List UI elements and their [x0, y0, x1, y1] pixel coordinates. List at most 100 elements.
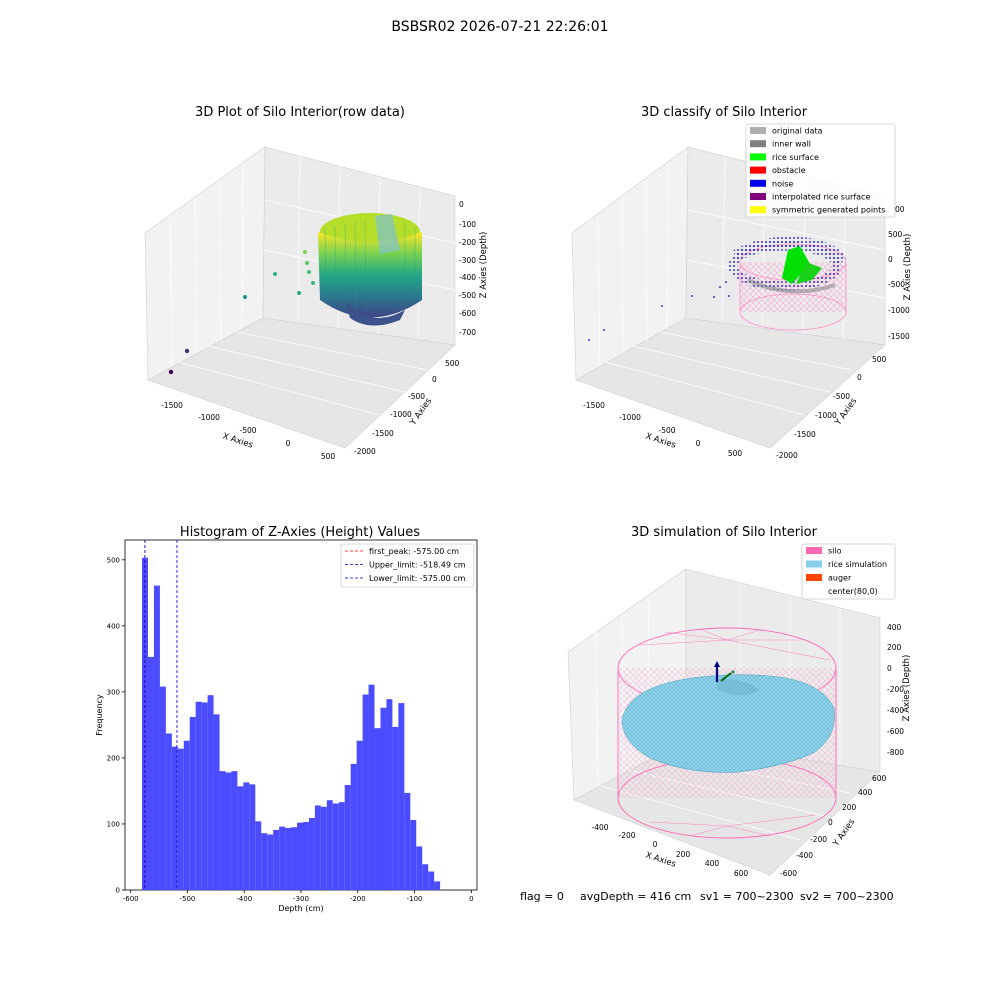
legend-swatch: [750, 166, 766, 174]
legend-swatch: [750, 206, 766, 214]
panel2-zlabel: Z Axies (Depth): [903, 234, 913, 301]
panel2-xtick: 500: [728, 449, 743, 458]
histogram-bar: [302, 821, 309, 890]
panel2-z-ticks: 500 0 -500 -1000 -1500: [888, 230, 910, 341]
panel2-ytick: -1500: [794, 430, 816, 439]
panel1-ztick: -400: [459, 273, 476, 282]
panel4-xlabel: X Axies: [644, 850, 677, 869]
histogram-bar: [398, 703, 405, 890]
panel1-floor-pane: [147, 317, 456, 449]
panel2-xtick: -1500: [583, 401, 605, 410]
histogram-bar: [201, 702, 208, 890]
histogram-ylabel: Frequency: [95, 694, 104, 736]
histogram-bar: [285, 827, 292, 890]
avg-depth-text: avgDepth = 416 cm: [580, 890, 691, 903]
legend-swatch: [806, 547, 822, 554]
legend-swatch: [806, 560, 822, 568]
panel1-ytick: 500: [445, 359, 460, 368]
histogram-bar: [326, 800, 333, 890]
histogram-bar: [177, 748, 184, 890]
histogram-bar: [237, 786, 244, 890]
panel1-ytick: -1000: [390, 410, 412, 419]
panel4-xtick: 200: [676, 850, 691, 859]
panel1-data-points: [168, 213, 422, 375]
panel2-y-ticks: 500 0 -500 -1000 -1500 -2000: [776, 355, 887, 460]
legend-label: rice surface: [772, 153, 819, 162]
panel2-legend: original data inner wall rice surface obsta…: [745, 123, 896, 218]
flag-text: flag = 0: [520, 890, 564, 903]
histogram-bar: [279, 826, 286, 890]
panel1-ztick: -300: [459, 256, 476, 265]
histogram-bar: [416, 846, 423, 890]
histogram-bar: [308, 818, 315, 890]
legend-label: noise: [772, 179, 793, 188]
panel-simulation-3d: 3D simulation of Silo Interior: [567, 525, 912, 878]
legend-label: center(80,0): [828, 587, 878, 596]
panel2-ytick: -2000: [776, 451, 798, 460]
panel-classify-3d: 3D classify of Silo Interior: [571, 105, 913, 460]
panel2-xtick: 0: [696, 439, 701, 448]
histogram-bar: [428, 871, 435, 890]
panel1-xtick: 0: [286, 439, 291, 448]
figure-title: BSBSR02 2026-07-21 22:26:01: [391, 19, 608, 35]
x-tick-label: -400: [236, 895, 252, 903]
x-tick-label: 0: [469, 895, 473, 903]
histogram-bar: [165, 733, 172, 890]
histogram-bar: [249, 784, 256, 890]
panel4-ytick: 200: [842, 803, 857, 812]
panel2-ztick: 0: [888, 255, 893, 264]
histogram-bar: [410, 820, 417, 890]
panel4-xtick: 600: [734, 869, 749, 878]
panel2-title: 3D classify of Silo Interior: [641, 105, 808, 120]
sv1-text: sv1 = 700~2300: [700, 890, 794, 903]
panel1-title: 3D Plot of Silo Interior(row data): [195, 105, 405, 120]
x-tick-label: -100: [407, 895, 423, 903]
histogram-x-ticks: -600 -500 -400 -300 -200 -100 0: [123, 890, 474, 903]
histogram-bar: [374, 728, 381, 890]
panel1-xtick: -500: [239, 426, 256, 435]
panel2-ztick: -1500: [888, 332, 910, 341]
histogram-threshold-lines: [144, 540, 178, 890]
panel4-ytick: 600: [872, 774, 887, 783]
legend-label: Lower_limit: -575.00 cm: [369, 574, 466, 583]
legend-label: obstacle: [772, 166, 806, 175]
histogram-bar: [344, 785, 351, 890]
panel4-title: 3D simulation of Silo Interior: [631, 525, 818, 540]
histogram-bar: [261, 833, 268, 890]
panel4-zlabel: Z Axies (Depth): [902, 655, 912, 722]
panel4-ztick: 200: [887, 643, 902, 652]
histogram-bars: [142, 557, 441, 890]
panel1-z-ticks: 0 -100 -200 -300 -400 -500 -600 -700: [459, 200, 476, 337]
y-tick-label: 0: [116, 887, 120, 895]
panel4-ztick: -600: [887, 727, 904, 736]
panel1-ytick: -1500: [372, 429, 394, 438]
histogram-bar: [219, 771, 226, 890]
panel1-ytick: -2000: [354, 447, 376, 456]
panel1-ztick: -700: [459, 328, 476, 337]
panel1-xtick: -1500: [161, 401, 183, 410]
legend-label: Upper_limit: -518.49 cm: [369, 561, 466, 570]
panel4-simulation: [617, 627, 837, 839]
panel1-ytick: -500: [408, 392, 425, 401]
y-tick-label: 200: [107, 754, 120, 762]
histogram-bar: [338, 802, 345, 890]
histogram-title: Histogram of Z-Axies (Height) Values: [180, 525, 420, 540]
legend-label: silo: [828, 547, 842, 556]
histogram-bar: [350, 763, 357, 890]
panel2-ytick: 500: [872, 355, 887, 364]
y-tick-label: 400: [107, 622, 120, 630]
histogram-bar: [231, 771, 238, 890]
panel4-z-ticks: 400 200 0 -200 -400 -600 -800: [887, 623, 904, 757]
panel4-xtick: -200: [618, 831, 635, 840]
histogram-bar: [362, 694, 369, 890]
histogram-legend: first_peak: -575.00 cm Upper_limit: -518.…: [340, 543, 475, 588]
panel4-xtick: 0: [653, 840, 658, 849]
legend-swatch: [750, 140, 766, 148]
panel4-ztick: 400: [887, 623, 902, 632]
y-tick-label: 100: [107, 820, 120, 828]
panel4-ytick: -400: [796, 851, 813, 860]
histogram-bar: [171, 746, 178, 890]
panel1-ztick: -600: [459, 309, 476, 318]
panel2-ztick: -500: [888, 280, 905, 289]
